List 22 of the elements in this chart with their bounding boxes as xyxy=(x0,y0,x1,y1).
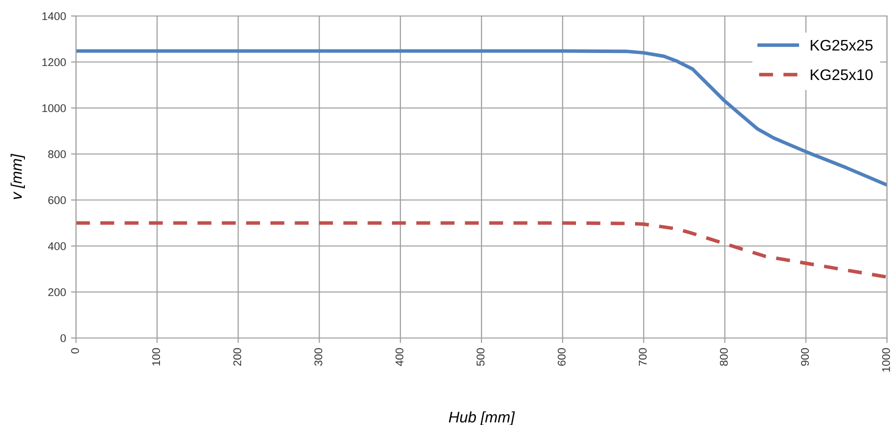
y-tick-label: 200 xyxy=(48,288,66,296)
y-tick-label: 800 xyxy=(48,150,66,158)
x-tick-label: 100 xyxy=(152,348,160,366)
x-tick-label: 600 xyxy=(558,348,566,366)
x-tick-label: 800 xyxy=(720,348,728,366)
legend-label: KG25x10 xyxy=(810,69,873,80)
x-tick-label: 900 xyxy=(801,348,809,366)
y-tick-label: 1000 xyxy=(42,104,66,112)
y-axis-title: v [mm] xyxy=(10,154,25,200)
x-tick-label: 1000 xyxy=(882,348,890,372)
x-tick-label: 300 xyxy=(314,348,322,366)
y-tick-label: 600 xyxy=(48,196,66,204)
x-tick-label: 700 xyxy=(638,348,647,366)
x-tick-label: 400 xyxy=(396,348,404,366)
x-tick-label: 500 xyxy=(476,348,484,366)
x-tick-label: 0 xyxy=(71,348,79,354)
y-tick-label: 0 xyxy=(60,334,66,342)
legend-label: KG25x25 xyxy=(810,40,873,51)
y-tick-label: 1200 xyxy=(42,58,66,66)
y-tick-label: 1400 xyxy=(42,12,66,20)
y-tick-label: 400 xyxy=(48,242,66,250)
x-tick-label: 200 xyxy=(233,348,242,366)
